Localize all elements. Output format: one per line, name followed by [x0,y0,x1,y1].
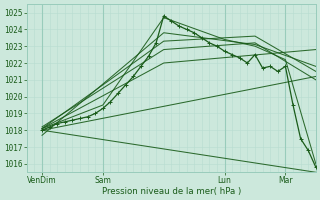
X-axis label: Pression niveau de la mer( hPa ): Pression niveau de la mer( hPa ) [102,187,241,196]
